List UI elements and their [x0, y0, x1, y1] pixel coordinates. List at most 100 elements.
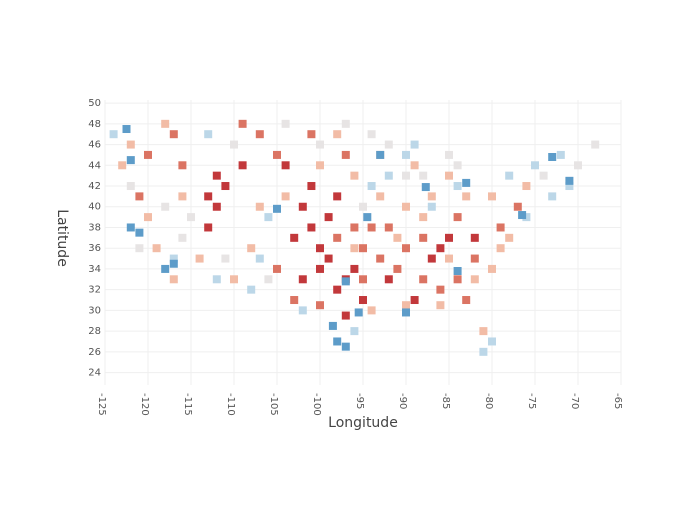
- data-point: [359, 275, 367, 284]
- data-point: [341, 277, 350, 286]
- data-point: [402, 308, 410, 317]
- data-point: [479, 327, 488, 336]
- data-point: [144, 213, 152, 222]
- data-point: [565, 182, 574, 191]
- data-point: [479, 347, 488, 356]
- data-point: [341, 311, 350, 320]
- y-tick-label: 42: [88, 181, 101, 192]
- data-point: [333, 233, 342, 242]
- data-point: [247, 244, 256, 253]
- data-point: [445, 254, 453, 263]
- data-point: [255, 254, 264, 263]
- data-point: [470, 233, 479, 242]
- data-point: [350, 264, 359, 273]
- y-tick-label: 48: [88, 119, 101, 130]
- y-tick-label: 40: [88, 202, 101, 213]
- data-point: [565, 176, 574, 185]
- data-point: [436, 301, 445, 310]
- data-point: [359, 244, 367, 253]
- x-tick-label: -65: [612, 393, 623, 409]
- data-point: [341, 150, 350, 159]
- data-point: [204, 192, 213, 201]
- data-point: [445, 150, 453, 159]
- data-point: [591, 140, 600, 149]
- data-point: [376, 254, 385, 263]
- y-tick-label: 46: [88, 140, 101, 151]
- data-point: [264, 275, 273, 284]
- data-point: [135, 192, 144, 201]
- data-point: [316, 140, 324, 149]
- data-point: [402, 150, 410, 159]
- data-point: [419, 233, 428, 242]
- data-point: [161, 264, 170, 273]
- data-point: [410, 161, 419, 170]
- data-point: [488, 192, 496, 201]
- data-point: [187, 213, 195, 222]
- data-point: [238, 161, 247, 170]
- data-point: [144, 150, 152, 159]
- data-point: [488, 264, 496, 273]
- data-point: [178, 161, 187, 170]
- data-point: [126, 182, 135, 191]
- data-point: [178, 192, 187, 201]
- data-point: [333, 285, 342, 294]
- data-point: [212, 202, 221, 211]
- data-point: [281, 192, 290, 201]
- data-point: [556, 150, 565, 159]
- data-point: [419, 275, 428, 284]
- y-tick-label: 34: [88, 264, 101, 275]
- data-point: [453, 267, 462, 275]
- data-point: [126, 140, 135, 149]
- data-point: [453, 161, 462, 170]
- data-point: [316, 264, 324, 273]
- data-point: [367, 182, 376, 191]
- y-tick-label: 24: [88, 368, 101, 379]
- data-point: [376, 192, 385, 201]
- data-point: [427, 254, 436, 263]
- data-point: [359, 202, 367, 211]
- data-point: [290, 296, 299, 305]
- x-tick-label: -100: [311, 393, 322, 416]
- data-point: [548, 192, 557, 201]
- data-point: [384, 140, 393, 149]
- data-point: [212, 171, 221, 180]
- data-point: [238, 119, 247, 128]
- data-point: [316, 161, 324, 170]
- x-tick-label: -85: [440, 393, 451, 409]
- data-point: [307, 182, 316, 191]
- data-point: [419, 171, 428, 180]
- data-point: [195, 254, 204, 263]
- y-axis-label: Latitude: [54, 209, 70, 267]
- data-point: [359, 296, 367, 305]
- data-point: [273, 204, 281, 213]
- data-point: [281, 161, 290, 170]
- data-point: [298, 202, 307, 211]
- data-point: [436, 285, 445, 294]
- x-tick-label: -120: [139, 393, 150, 416]
- data-point: [367, 130, 376, 139]
- data-point: [204, 223, 213, 232]
- data-point: [161, 202, 170, 211]
- data-point: [513, 202, 522, 211]
- y-tick-label: 32: [88, 285, 101, 296]
- data-point: [462, 178, 471, 187]
- x-tick-label: -115: [182, 393, 193, 416]
- data-point: [178, 233, 187, 242]
- data-point: [230, 140, 238, 149]
- data-point: [169, 254, 178, 263]
- data-point: [341, 119, 350, 128]
- data-point: [574, 161, 582, 170]
- data-point: [281, 119, 290, 128]
- data-point: [402, 202, 410, 211]
- data-point: [333, 192, 342, 201]
- data-point: [539, 171, 548, 180]
- data-point: [221, 254, 230, 263]
- data-point: [436, 244, 445, 253]
- data-point: [470, 275, 479, 284]
- data-point: [333, 337, 342, 346]
- data-point: [453, 182, 462, 191]
- data-point: [421, 183, 430, 192]
- data-point: [109, 130, 118, 139]
- data-point: [419, 213, 428, 222]
